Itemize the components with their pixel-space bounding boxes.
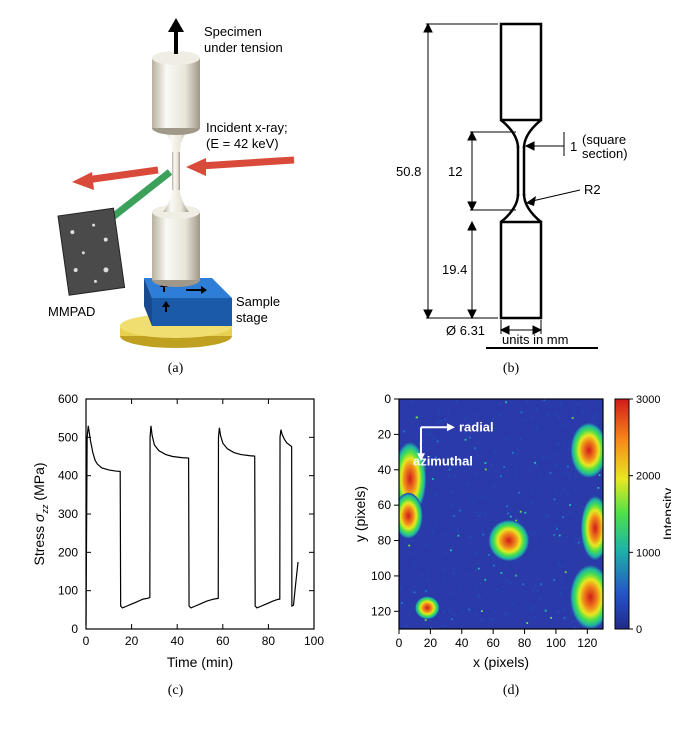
svg-text:60: 60 bbox=[378, 498, 392, 512]
svg-text:0: 0 bbox=[384, 392, 391, 406]
svg-text:120: 120 bbox=[371, 604, 391, 618]
svg-text:100: 100 bbox=[57, 584, 77, 598]
svg-text:(E = 42 keV): (E = 42 keV) bbox=[206, 136, 279, 151]
svg-text:0: 0 bbox=[396, 636, 403, 650]
panel-a-svg: Specimen under tension Incident x-ray; (… bbox=[26, 10, 326, 355]
svg-text:20: 20 bbox=[378, 427, 392, 441]
svg-text:300: 300 bbox=[57, 507, 77, 521]
panel-a-caption: (a) bbox=[168, 361, 184, 377]
svg-text:0: 0 bbox=[82, 634, 89, 648]
label-specimen: Specimen bbox=[204, 24, 262, 39]
svg-text:(square: (square bbox=[582, 132, 626, 147]
svg-text:200: 200 bbox=[57, 545, 77, 559]
svg-text:1000: 1000 bbox=[636, 547, 660, 559]
svg-text:40: 40 bbox=[170, 634, 184, 648]
svg-text:Time (min): Time (min) bbox=[166, 654, 232, 670]
svg-text:500: 500 bbox=[57, 430, 77, 444]
svg-text:units in mm: units in mm bbox=[502, 332, 568, 347]
panel-c-caption: (c) bbox=[168, 683, 184, 699]
svg-text:400: 400 bbox=[57, 469, 77, 483]
svg-text:azimuthal: azimuthal bbox=[413, 453, 473, 468]
panel-c: 0 20 40 60 80 100 0 100 200 300 400 500 600 Stress σz… bbox=[20, 387, 331, 699]
panel-d: 0 20 40 60 80 100 120 0 20 40 60 80 100 120 x (pixels)… bbox=[351, 387, 671, 699]
svg-text:R2: R2 bbox=[584, 182, 601, 197]
panel-c-chart: 0 20 40 60 80 100 0 100 200 300 400 500 600 Stress σz… bbox=[26, 387, 326, 677]
svg-text:60: 60 bbox=[486, 636, 500, 650]
panel-b-caption: (b) bbox=[503, 361, 519, 377]
svg-text:120: 120 bbox=[577, 636, 597, 650]
svg-text:600: 600 bbox=[57, 392, 77, 406]
svg-text:Intensity: Intensity bbox=[660, 488, 671, 540]
svg-text:20: 20 bbox=[124, 634, 138, 648]
svg-text:40: 40 bbox=[378, 463, 392, 477]
svg-text:Ø 6.31: Ø 6.31 bbox=[446, 323, 485, 338]
svg-text:2000: 2000 bbox=[636, 471, 660, 483]
svg-text:0: 0 bbox=[71, 622, 78, 636]
svg-text:y (pixels): y (pixels) bbox=[352, 486, 368, 542]
svg-text:100: 100 bbox=[546, 636, 566, 650]
svg-text:40: 40 bbox=[455, 636, 469, 650]
svg-text:80: 80 bbox=[261, 634, 275, 648]
svg-text:12: 12 bbox=[448, 164, 462, 179]
svg-text:80: 80 bbox=[518, 636, 532, 650]
svg-text:0: 0 bbox=[636, 624, 642, 636]
panel-b-svg: 50.8 12 19.4 1 bbox=[366, 10, 656, 355]
svg-text:MMPAD: MMPAD bbox=[48, 304, 95, 319]
svg-text:1: 1 bbox=[570, 139, 577, 154]
svg-text:50.8: 50.8 bbox=[396, 164, 421, 179]
svg-text:stage: stage bbox=[236, 310, 268, 325]
panel-d-heatmap: 0 20 40 60 80 100 120 0 20 40 60 80 100 120 x (pixels)… bbox=[351, 387, 671, 677]
panel-a: Specimen under tension Incident x-ray; (… bbox=[20, 10, 331, 377]
svg-text:20: 20 bbox=[424, 636, 438, 650]
panel-d-caption: (d) bbox=[503, 683, 519, 699]
svg-text:under tension: under tension bbox=[204, 40, 283, 55]
svg-text:100: 100 bbox=[371, 569, 391, 583]
svg-text:3000: 3000 bbox=[636, 394, 660, 406]
svg-text:Sample: Sample bbox=[236, 294, 280, 309]
svg-text:80: 80 bbox=[378, 534, 392, 548]
panel-b: 50.8 12 19.4 1 bbox=[351, 10, 671, 377]
svg-text:100: 100 bbox=[303, 634, 323, 648]
svg-text:19.4: 19.4 bbox=[442, 262, 467, 277]
svg-text:Incident x-ray;: Incident x-ray; bbox=[206, 120, 288, 135]
svg-text:x (pixels): x (pixels) bbox=[473, 654, 529, 670]
svg-text:Stress σzz (MPa): Stress σzz (MPa) bbox=[31, 462, 50, 565]
svg-text:section): section) bbox=[582, 146, 628, 161]
svg-text:60: 60 bbox=[216, 634, 230, 648]
svg-text:radial: radial bbox=[459, 419, 494, 434]
